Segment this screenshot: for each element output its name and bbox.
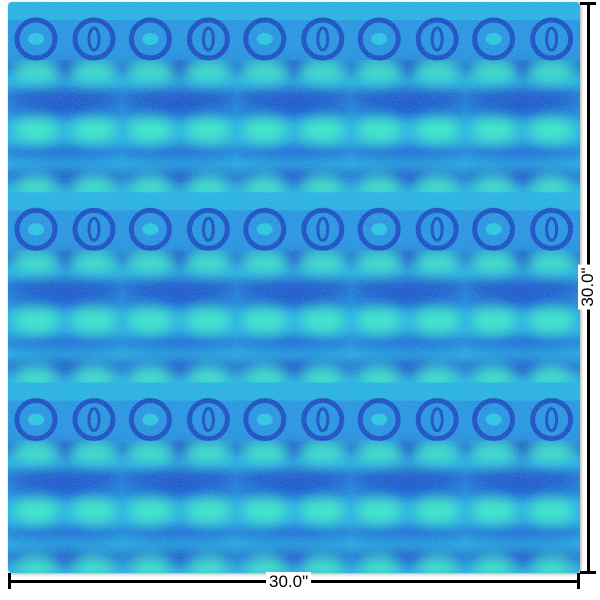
width-dimension-cap-left	[8, 573, 11, 589]
pattern-image	[8, 2, 580, 573]
height-label: 30.0"	[578, 264, 598, 310]
fabric-panel-preview	[8, 2, 580, 573]
pattern-texture	[8, 2, 580, 573]
height-dimension-cap-top	[580, 2, 596, 5]
width-label: 30.0"	[266, 572, 312, 592]
width-dimension-cap-right	[577, 573, 580, 589]
height-dimension-cap-bottom	[580, 571, 596, 574]
